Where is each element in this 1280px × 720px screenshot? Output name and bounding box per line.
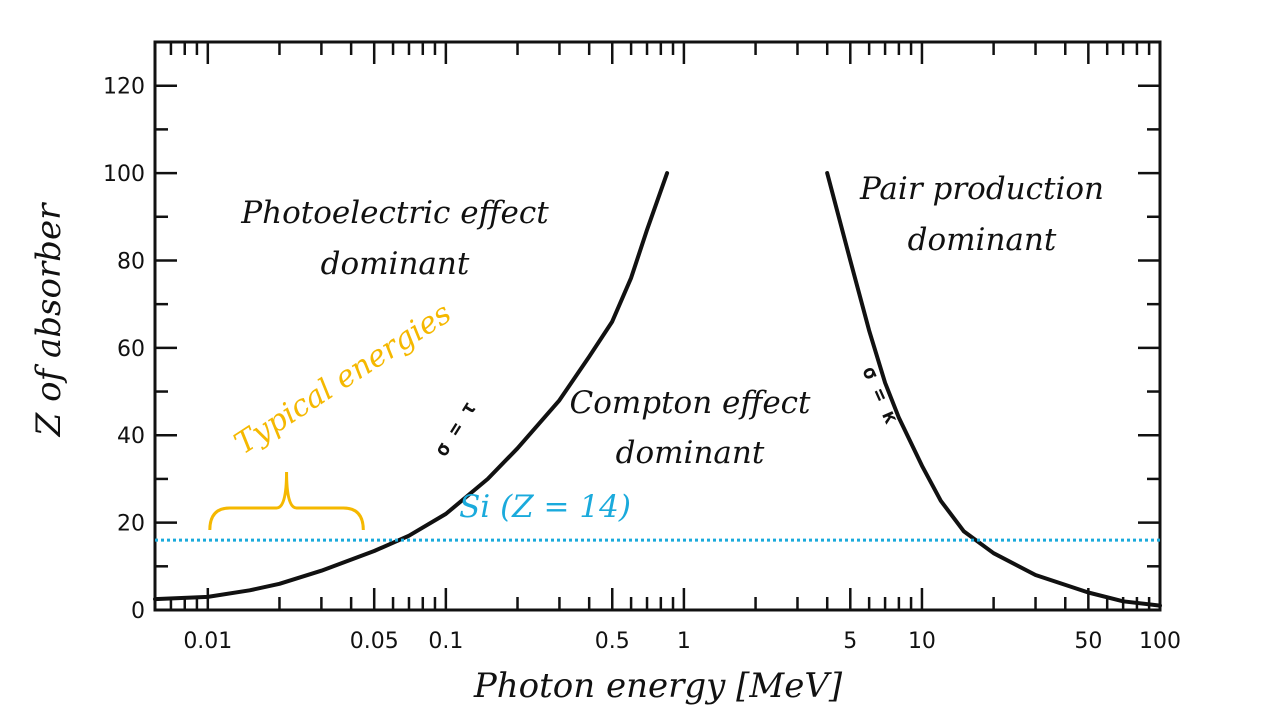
x-tick-label-0: 0.01 xyxy=(183,629,232,654)
x-tick-label-2: 0.1 xyxy=(428,629,463,654)
y-tick-label-0: 0 xyxy=(131,599,145,624)
typical-energies-brace xyxy=(208,471,365,531)
x-tick-label-3: 0.5 xyxy=(595,629,630,654)
curve-label-sigma-tau: σ = τ xyxy=(429,397,481,461)
curve-label-sigma-kappa: σ = κ xyxy=(857,362,903,427)
pair-region-label-2: dominant xyxy=(908,222,1057,258)
y-tick-label-3: 60 xyxy=(117,337,145,362)
pair-region-label: Pair production xyxy=(859,171,1104,207)
x-tick-label-1: 0.05 xyxy=(350,629,399,654)
compton-region-label: Compton effect xyxy=(569,385,811,421)
x-tick-label-6: 10 xyxy=(908,629,936,654)
x-tick-label-5: 5 xyxy=(843,629,857,654)
photoelectric-region-label-2: dominant xyxy=(321,246,470,282)
y-tick-label-2: 40 xyxy=(117,424,145,449)
y-tick-label-6: 120 xyxy=(103,75,145,100)
plot-frame xyxy=(153,40,1162,612)
x-tick-label-8: 100 xyxy=(1139,629,1181,654)
curve-series-1 xyxy=(825,171,1162,608)
photoelectric-region-label: Photoelectric effect xyxy=(240,195,549,231)
tick-labels: 0.01 0.05 0.1 0.5 1 5 10 50 100 0 20 40 60 80 100 120 xyxy=(103,75,1181,654)
y-tick-label-4: 80 xyxy=(117,249,145,274)
compton-region-label-2: dominant xyxy=(616,435,765,471)
curves xyxy=(153,171,1162,608)
y-tick-label-5: 100 xyxy=(103,162,145,187)
x-tick-label-7: 50 xyxy=(1074,629,1102,654)
si-reference-label: Si (Z = 14) xyxy=(459,489,631,525)
x-tick-label-4: 1 xyxy=(677,629,691,654)
curve-series-0 xyxy=(153,171,670,602)
typical-energies-label: Typical energies xyxy=(228,296,457,462)
y-tick-label-1: 20 xyxy=(117,512,145,537)
x-axis-title: Photon energy [MeV] xyxy=(473,666,843,706)
tick-marks xyxy=(153,42,1162,612)
y-axis-title: Z of absorber xyxy=(29,202,69,437)
